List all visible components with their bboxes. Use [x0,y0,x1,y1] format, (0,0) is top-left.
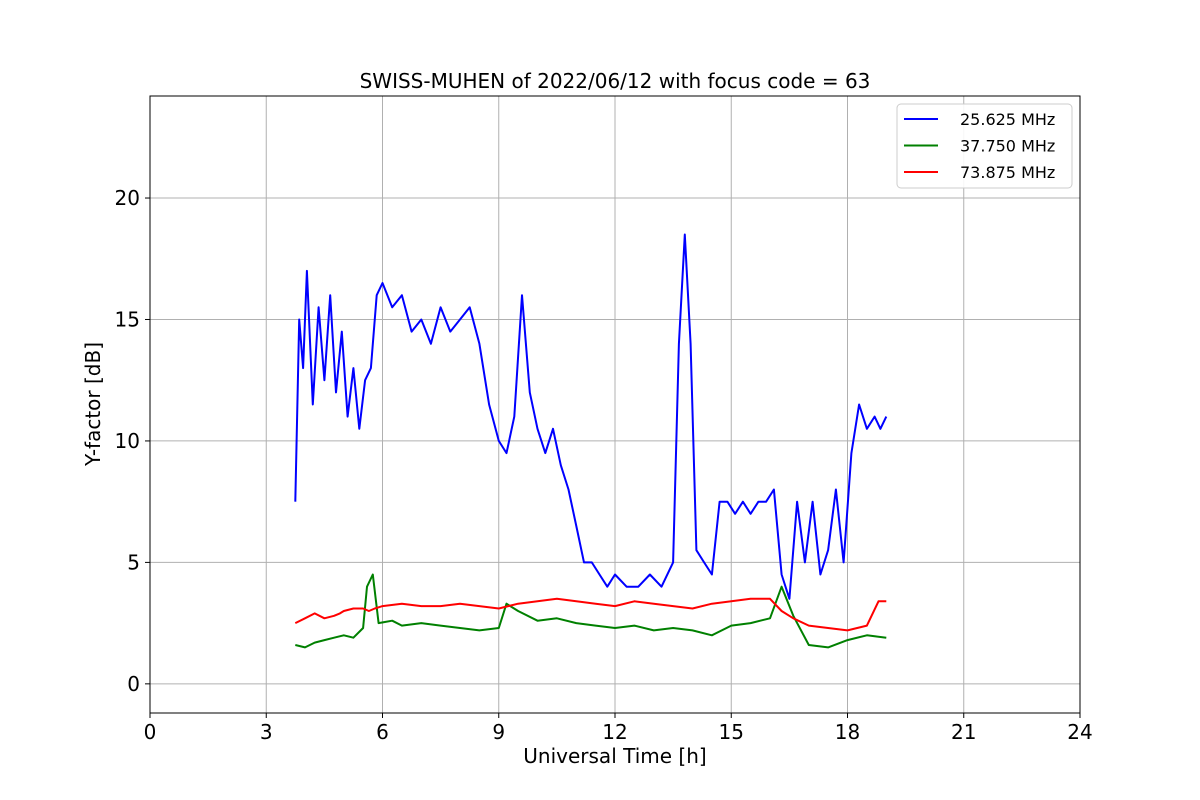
x-tick-label: 15 [719,720,744,744]
chart-title: SWISS-MUHEN of 2022/06/12 with focus cod… [360,69,871,93]
series-line-3 [294,597,887,632]
series-layer [294,233,888,649]
y-tick-label: 20 [115,186,140,210]
series-line-1 [294,233,888,600]
legend: 25.625 MHz 37.750 MHz 73.875 MHz [896,103,1073,189]
x-tick-label: 12 [602,720,627,744]
x-tick-label: 9 [492,720,505,744]
x-tick-label: 24 [1067,720,1092,744]
tick-layer: 0 3 6 9 12 15 18 21 24 0 5 10 15 20 [115,186,1093,744]
y-tick-label: 5 [127,550,140,574]
x-tick-label: 0 [144,720,157,744]
y-tick-label: 10 [115,429,140,453]
x-tick-label: 3 [260,720,273,744]
y-axis-label: Y-factor [dB] [81,342,105,467]
y-tick-label: 15 [115,307,140,331]
legend-box [896,103,1073,189]
x-axis-label: Universal Time [h] [523,744,706,768]
x-tick-label: 21 [951,720,976,744]
legend-label-2: 37.750 MHz [960,137,1055,156]
legend-label-1: 25.625 MHz [960,110,1055,129]
series-line-2 [295,573,887,649]
x-tick-label: 18 [835,720,860,744]
x-tick-label: 6 [376,720,389,744]
y-tick-label: 0 [127,672,140,696]
legend-label-3: 73.875 MHz [960,163,1055,182]
